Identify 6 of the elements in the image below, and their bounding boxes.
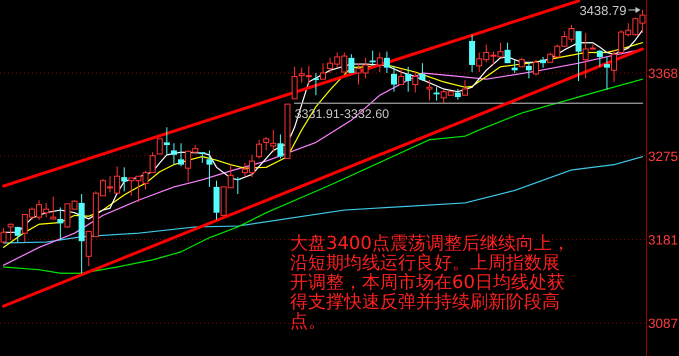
annotation: 大盘3400点震荡调整后继续向上，沿短期均线运行良好。上周指数展开调整，本周市场在60日均线处获得支撑快速反弹并持续刷新阶段高点。 <box>290 233 570 332</box>
y-tick-label: 3275 <box>648 148 678 164</box>
y-tick-label: 3368 <box>648 66 678 81</box>
y-tick-label: 3087 <box>648 316 678 332</box>
annotation: 3438.79 <box>579 2 626 18</box>
y-tick-label: 3181 <box>648 232 678 248</box>
